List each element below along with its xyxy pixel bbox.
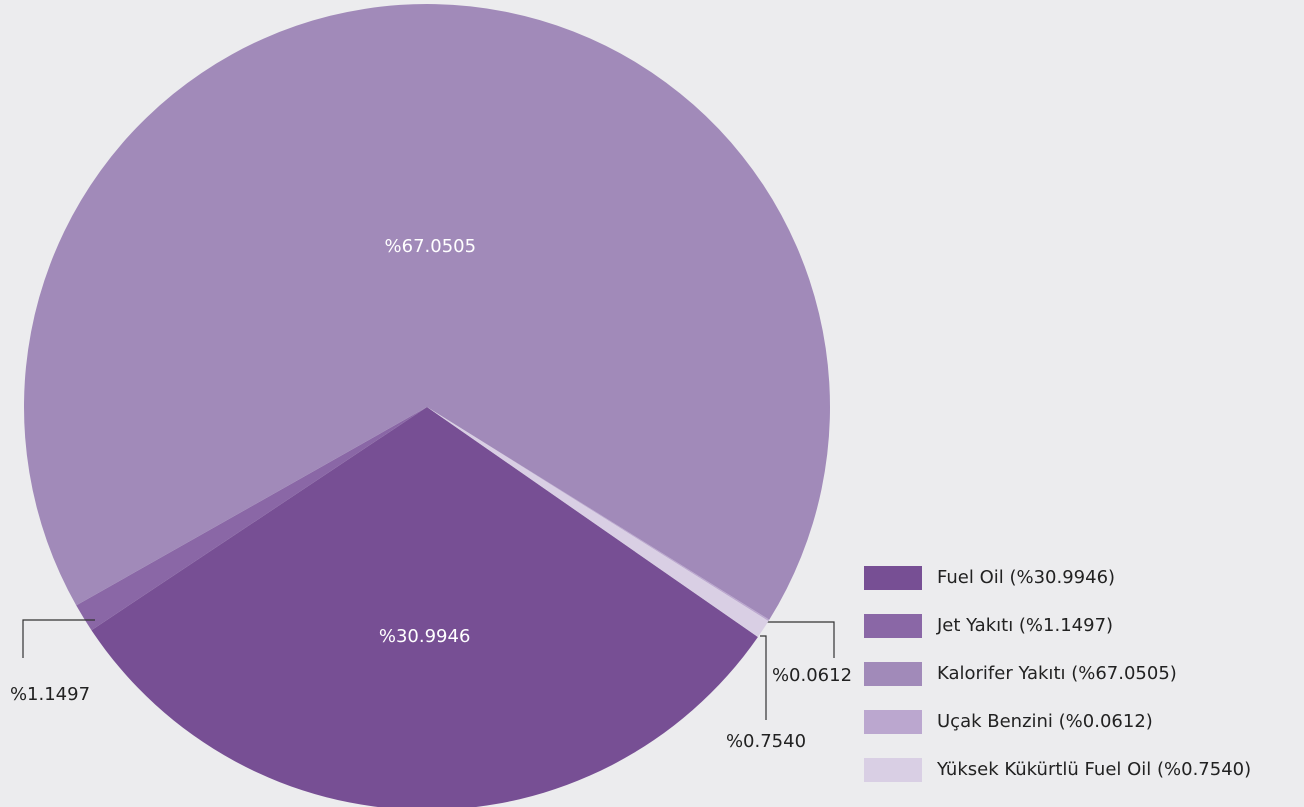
- legend-label: Uçak Benzini (%0.0612): [937, 711, 1153, 732]
- legend-label: Yüksek Kükürtlü Fuel Oil (%0.7540): [936, 759, 1251, 780]
- legend-label: Fuel Oil (%30.9946): [937, 567, 1115, 588]
- data-label: %1.1497: [10, 684, 90, 705]
- pie-slice: [91, 407, 758, 807]
- pie-slice: [24, 3, 831, 620]
- data-label: %67.0505: [385, 236, 477, 257]
- pie-slice: [76, 407, 427, 631]
- legend-swatch: [864, 566, 922, 590]
- legend-label: Kalorifer Yakıtı (%67.0505): [937, 663, 1177, 684]
- data-label: %30.9946: [379, 626, 471, 647]
- data-label: %0.7540: [726, 731, 806, 752]
- legend-label: Jet Yakıtı (%1.1497): [936, 615, 1113, 636]
- legend-swatch: [864, 758, 922, 782]
- legend-swatch: [864, 710, 922, 734]
- leader-line: [767, 621, 835, 658]
- data-label: %0.0612: [772, 665, 852, 686]
- legend-swatch: [864, 614, 922, 638]
- pie-slice: [427, 407, 770, 622]
- pie-slice: [427, 407, 769, 637]
- leader-line: [760, 635, 767, 720]
- leader-line: [22, 619, 95, 658]
- legend-swatch: [864, 662, 922, 686]
